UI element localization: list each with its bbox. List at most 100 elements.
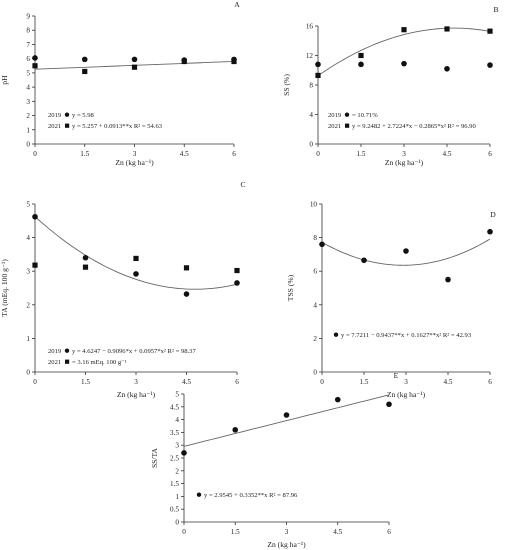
x-tick-label: 0 <box>182 528 186 536</box>
legend-marker-circle <box>196 492 202 497</box>
legend-equation: = 3.16 mEq. 100 g⁻¹ <box>72 359 127 366</box>
panel-e: 00.511.522.533.544.550 1.5 3 4.5 6Zn (kg ha⁻… <box>150 371 399 549</box>
y-tick-label: 12 <box>306 52 314 60</box>
x-tick-label: 3 <box>404 378 408 386</box>
y-tick-label: 4 <box>313 301 317 309</box>
y-tick-label: 0 <box>26 369 30 377</box>
fit-curve <box>183 394 390 447</box>
data-point-2021 <box>358 52 364 59</box>
x-tick-label: 6 <box>488 378 492 386</box>
legend-marker-square <box>65 359 70 364</box>
data-point-2021 <box>231 58 237 65</box>
y-tick-label: 4 <box>175 416 179 424</box>
data-point-2019 <box>183 291 190 297</box>
x-tick-label: 4.5 <box>443 150 452 158</box>
legend-marker-circle <box>344 112 350 117</box>
data-point-2019 <box>32 55 38 61</box>
legend-equation: = 10.71% <box>352 112 378 119</box>
data-point-s0 <box>445 276 451 283</box>
legend-equation: y = 5.257 + 0.0913**x R² = 54.63 <box>72 123 163 130</box>
y-tick-label: 0.5 <box>170 506 179 514</box>
y-tick-label: 2 <box>313 335 317 343</box>
y-tick-label: 3.5 <box>170 429 179 437</box>
legend-marker-circle <box>64 348 70 353</box>
data-point-2021 <box>234 267 240 274</box>
y-tick-label: 1 <box>26 335 30 343</box>
x-tick-label: 4.5 <box>333 528 342 536</box>
x-tick-label: 3 <box>402 150 406 158</box>
data-point-2021 <box>131 64 138 70</box>
y-tick-label: 2.5 <box>170 455 179 463</box>
legend-equation: y = 5.98 <box>72 112 95 119</box>
x-tick-label: 1.5 <box>231 528 240 536</box>
x-axis-title: Zn (kg ha⁻¹) <box>115 158 154 167</box>
x-axis-title: Zn (kg ha⁻¹) <box>117 390 156 399</box>
data-point-2021 <box>315 72 321 79</box>
legend-equation: y = 2.9545 + 0.3352**x R² = 87.96 <box>204 492 298 499</box>
data-point-s0 <box>403 248 409 254</box>
data-point-2019 <box>81 56 88 63</box>
x-tick-label: 0 <box>316 150 320 158</box>
y-tick-label: 10 <box>310 201 318 209</box>
panel-label: C <box>240 180 245 189</box>
data-point-2021 <box>133 255 139 262</box>
x-axis-title: Zn (kg ha⁻¹) <box>387 390 426 399</box>
data-point-2019 <box>32 213 38 220</box>
y-tick-label: 5 <box>26 69 30 77</box>
y-axis-title: SS (%) <box>282 74 291 96</box>
x-tick-label: 6 <box>387 528 391 536</box>
legend-marker-circle <box>333 332 339 337</box>
y-tick-label: 8 <box>313 234 317 242</box>
y-tick-label: 4.5 <box>170 403 179 411</box>
data-point-2021 <box>401 27 407 33</box>
panel-label: D <box>490 210 496 219</box>
x-axis-title: Zn (kg ha⁻¹) <box>385 158 424 167</box>
legend-year: 2021 <box>48 123 61 130</box>
x-tick-label: 6 <box>488 150 492 158</box>
data-point-2019 <box>234 280 240 286</box>
x-tick-label: 0 <box>320 378 324 386</box>
x-tick-label: 4.5 <box>444 378 453 386</box>
x-tick-label: 0 <box>33 378 37 386</box>
fit-curve <box>34 216 238 290</box>
panel-label: A <box>234 0 240 9</box>
legend-year: 2019 <box>48 348 62 355</box>
y-axis-title: pH <box>0 75 9 85</box>
panel-label: E <box>394 371 399 380</box>
x-tick-label: 4.5 <box>182 378 191 386</box>
y-tick-label: 4 <box>26 234 30 242</box>
legend-year: 2021 <box>328 123 341 130</box>
y-tick-label: 0 <box>313 369 317 377</box>
x-tick-label: 3 <box>285 528 289 536</box>
x-tick-label: 1.5 <box>360 378 369 386</box>
data-point-2019 <box>82 254 89 261</box>
y-axis-title: SS/TA <box>150 447 159 468</box>
fit-curve <box>317 27 491 77</box>
panel-c: 0 1 2 3 4 5 0 1.5 3 4.5 6 Zn (kg ha⁻¹) TA (mEq. 100 … <box>0 180 246 399</box>
y-tick-label: 2 <box>26 301 30 309</box>
data-point-s0 <box>334 396 341 403</box>
x-tick-label: 4.5 <box>180 150 189 158</box>
y-axis-title: TSS (%) <box>286 274 295 301</box>
y-axis-title: TA (mEq. 100 g⁻¹) <box>0 259 9 317</box>
data-point-2019 <box>487 62 493 68</box>
data-point-2019 <box>133 271 139 277</box>
data-point-s0 <box>386 401 392 408</box>
y-tick-label: 0 <box>309 141 313 149</box>
fit-curve <box>321 238 491 266</box>
data-point-s0 <box>283 412 290 418</box>
data-point-2019 <box>315 61 321 68</box>
y-tick-label: 1.5 <box>170 480 179 488</box>
data-point-2021 <box>487 28 493 34</box>
y-tick-label: 5 <box>26 201 30 209</box>
legend-year: 2019 <box>328 112 342 119</box>
y-tick-label: 1 <box>175 493 179 501</box>
y-tick-label: 5 <box>175 391 179 399</box>
x-tick-label: 3 <box>134 378 138 386</box>
legend-marker-square <box>345 123 350 128</box>
y-tick-label: 0 <box>26 141 30 149</box>
x-axis-title: Zn (kg ha⁻¹) <box>267 540 306 549</box>
y-tick-label: 2 <box>175 467 179 475</box>
x-tick-label: 6 <box>232 150 236 158</box>
